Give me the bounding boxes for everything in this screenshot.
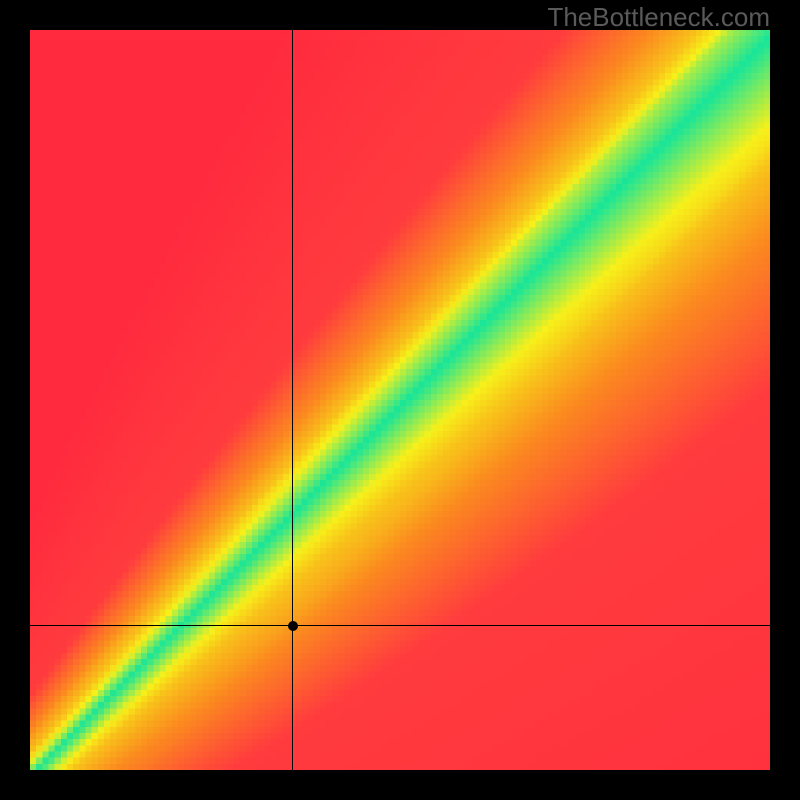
crosshair-horizontal [30,625,770,626]
data-point-marker [288,621,298,631]
watermark-text: TheBottleneck.com [547,2,770,33]
bottleneck-heatmap [30,30,770,770]
chart-container: TheBottleneck.com [0,0,800,800]
crosshair-vertical [292,30,293,770]
